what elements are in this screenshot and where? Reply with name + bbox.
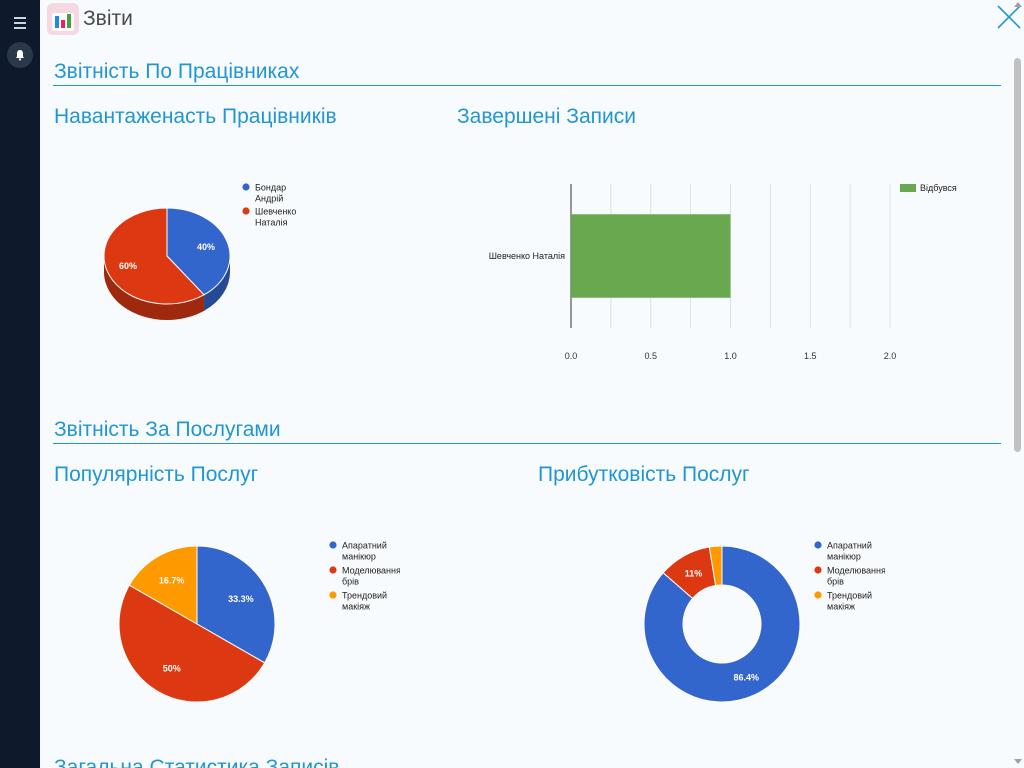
legend-label: макіяж [827,602,855,612]
slice-label: 60% [119,261,137,271]
pie-slice [643,545,801,703]
close-icon[interactable] [996,4,1022,30]
legend-marker [814,591,822,599]
pie-slice [128,545,198,625]
scroll-up-arrow[interactable] [1014,2,1022,7]
legend-label: Моделювання [342,566,400,576]
legend-label: Трендовий [827,591,872,601]
legend-marker [329,566,337,574]
scroll-thumb[interactable] [1014,58,1021,452]
pie-slice [118,584,266,703]
slice-label: 33.3% [228,594,254,604]
section-divider [53,443,1001,444]
category-label: Шевченко Наталія [489,251,565,261]
scroll-down-arrow[interactable] [1014,759,1022,764]
scrollbar[interactable] [1012,0,1024,768]
page-title: Звіти [83,7,133,30]
menu-icon[interactable] [11,14,29,32]
slice-label: 86.4% [733,673,759,683]
completed-bar-chart: Шевченко Наталія 0.0 0.5 1.0 1.5 2.0 Відбувся [489,183,957,361]
chart-title-popularity: Популярність Послуг [54,463,259,486]
slice-label: 40% [197,242,215,252]
pie-slice-side [104,256,205,320]
section-title-statistics: Загальна Статистика Записів [54,756,340,768]
bell-icon [16,50,24,61]
pie-slice-side [204,256,230,311]
notifications-button[interactable] [7,42,33,68]
legend-marker [900,184,916,192]
legend-marker [242,207,250,215]
slice-label: 11% [685,568,703,578]
tick-label: 2.0 [884,351,897,361]
section-title-services: Звітність За Послугами [54,418,281,441]
legend-marker [242,183,250,191]
legend-label: Моделювання [827,566,885,576]
legend-marker [329,591,337,599]
chart-title-workload: Навантаженасть Працівників [54,105,337,128]
legend-label: Андрій [255,194,283,204]
legend-label: брів [342,577,359,587]
legend-label: брів [827,577,844,587]
section-title-employees: Звітність По Працівниках [54,60,300,83]
pie-slice [166,207,231,296]
legend-marker [814,541,822,549]
chart-title-profitability: Прибутковість Послуг [538,463,750,486]
legend-label: Наталія [255,218,288,228]
legend-label: Апаратний [342,541,387,551]
reports-page: Звіти Звітність По Працівниках Навантаже… [40,0,1024,768]
legend-label: манікюр [827,552,861,562]
slice-label: 16.7% [159,576,185,586]
section-divider [53,85,1001,86]
bar-chart-icon [47,3,79,35]
legend-label: Відбувся [920,183,957,193]
pie-slice [103,207,205,305]
tick-label: 0.0 [565,351,578,361]
legend-label: Шевченко [255,207,296,217]
legend-label: манікюр [342,552,376,562]
legend-marker [814,566,822,574]
legend-label: Трендовий [342,591,387,601]
legend-label: Апаратний [827,541,872,551]
tick-label: 1.0 [724,351,737,361]
tick-label: 1.5 [804,351,817,361]
pie-slice [196,545,276,664]
pie-slice [708,545,723,587]
legend-label: Бондар [255,183,286,193]
chart-title-completed: Завершені Записи [457,105,636,128]
bar [571,214,731,298]
legend-marker [329,541,337,549]
slice-label: 50% [163,663,181,673]
legend-label: макіяж [342,602,370,612]
sidebar [0,0,40,768]
tick-label: 0.5 [644,351,657,361]
